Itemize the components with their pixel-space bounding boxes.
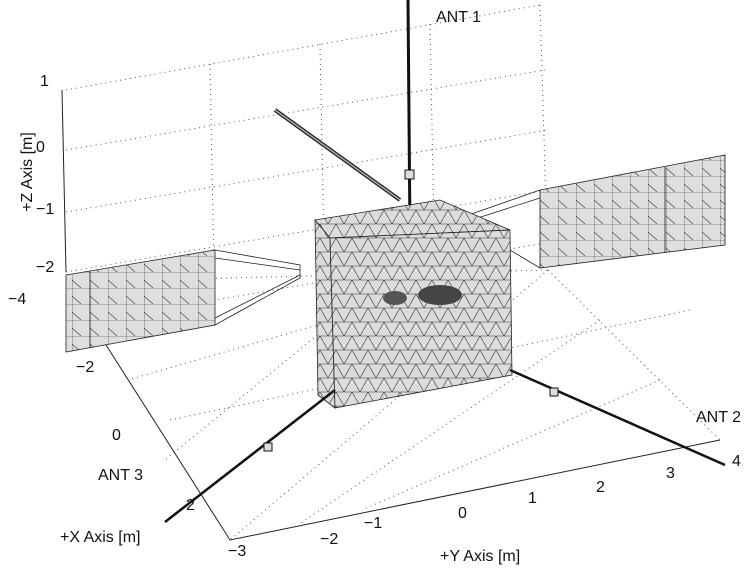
x-tick-label: 2 xyxy=(186,497,195,514)
z-axis-label: +Z Axis [m] xyxy=(19,132,36,212)
y-tick-label: −3 xyxy=(228,543,246,560)
y-tick-label: −2 xyxy=(320,531,338,548)
x-tick-label: 0 xyxy=(112,427,121,444)
z-tick-label: −1 xyxy=(36,201,54,218)
figure: +Z Axis [m] 1 0 −1 −2 −4 −2 0 2 +X Axis … xyxy=(0,0,752,572)
z-tick-label: 1 xyxy=(40,73,49,90)
y-tick-label: −1 xyxy=(364,515,382,532)
z-tick-label: 0 xyxy=(36,139,45,156)
y-tick-label: 1 xyxy=(528,490,537,507)
left-panel xyxy=(66,250,300,352)
y-axis-label: +Y Axis [m] xyxy=(440,548,520,565)
x-tick-label: −4 xyxy=(8,291,26,308)
antenna-1 xyxy=(405,0,414,235)
antenna-2 xyxy=(510,370,725,465)
y-tick-label: 2 xyxy=(596,479,605,496)
annotation: ANT 2 xyxy=(696,409,741,426)
y-tick-label: 0 xyxy=(458,505,467,522)
boom xyxy=(275,110,400,200)
x-axis-label: +X Axis [m] xyxy=(60,529,140,546)
y-tick-label: 3 xyxy=(666,465,675,482)
z-tick-label: −2 xyxy=(36,259,54,276)
body xyxy=(315,200,512,408)
y-tick-label: 4 xyxy=(732,453,741,470)
x-tick-label: −2 xyxy=(76,359,94,376)
annotation: ANT 3 xyxy=(98,467,143,484)
annotation: ANT 1 xyxy=(436,9,481,26)
